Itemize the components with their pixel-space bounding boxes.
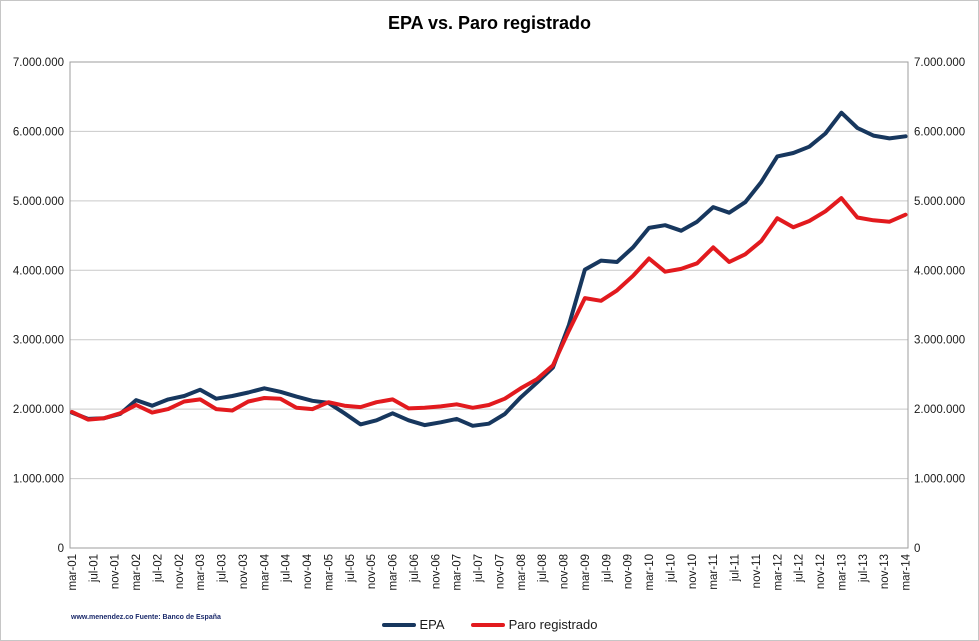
y-axis-label-right: 3.000.000	[914, 335, 965, 347]
source-note: www.menendez.co Fuente: Banco de España	[71, 614, 221, 621]
legend-item-epa: EPA	[381, 617, 445, 632]
chart-title: EPA vs. Paro registrado	[387, 13, 592, 33]
x-axis-label: mar-05	[323, 554, 335, 590]
x-axis-label: nov-07	[494, 554, 506, 589]
x-axis-label: jul-02	[152, 554, 164, 583]
x-axis-label: mar-07	[452, 554, 464, 590]
x-axis-label: nov-11	[751, 554, 763, 588]
x-axis-label: mar-02	[131, 554, 143, 590]
y-axis-label-left: 1.000.000	[13, 474, 64, 486]
x-axis-label: nov-08	[559, 554, 571, 589]
x-axis-label: mar-13	[836, 554, 848, 590]
x-axis-label: jul-11	[730, 554, 742, 582]
paro-line-swatch-icon	[470, 622, 505, 627]
y-axis-label-right: 1.000.000	[914, 474, 965, 486]
y-axis-label-right: 0	[914, 543, 920, 555]
y-axis-label-left: 3.000.000	[13, 335, 64, 347]
x-axis-label: jul-09	[601, 554, 613, 583]
x-axis-label: nov-12	[815, 554, 827, 589]
x-axis-label: jul-05	[345, 554, 357, 583]
series-line-paro	[70, 196, 908, 422]
x-axis-label: jul-06	[409, 554, 421, 583]
x-axis-label: mar-01	[67, 554, 79, 590]
x-axis-label: mar-14	[901, 553, 913, 590]
x-axis-label: nov-02	[174, 554, 186, 589]
x-axis-label: nov-10	[687, 554, 699, 589]
series-line-epa	[70, 110, 908, 428]
x-axis-label: nov-05	[366, 554, 378, 589]
legend-label-epa: EPA	[419, 617, 445, 632]
x-axis-label: nov-01	[110, 554, 122, 589]
y-axis-label-left: 0	[58, 543, 64, 555]
plot-area-border	[69, 61, 909, 549]
legend: EPA Paro registrado	[1, 617, 978, 632]
x-axis-label: mar-12	[772, 554, 784, 590]
x-axis-label: jul-08	[537, 554, 549, 583]
x-axis-label: nov-06	[430, 554, 442, 589]
y-axis-label-left: 6.000.000	[13, 126, 64, 138]
x-axis-label: jul-10	[665, 554, 677, 583]
y-axis-label-right: 2.000.000	[914, 404, 965, 416]
y-axis-label-left: 4.000.000	[13, 265, 64, 277]
y-axis-label-right: 5.000.000	[914, 196, 965, 208]
x-axis-label: mar-09	[580, 554, 592, 590]
y-axis-label-left: 2.000.000	[13, 404, 64, 416]
legend-item-paro: Paro registrado	[470, 617, 598, 632]
x-axis-label: jul-01	[88, 554, 100, 583]
y-axis-label-right: 4.000.000	[914, 265, 965, 277]
legend-label-paro: Paro registrado	[508, 617, 598, 632]
x-axis-label: mar-03	[195, 554, 207, 590]
x-axis-label: mar-08	[516, 554, 528, 590]
x-axis-label: nov-04	[302, 553, 314, 589]
x-axis-label: jul-07	[473, 554, 485, 583]
x-axis-label: jul-13	[858, 554, 870, 583]
x-axis-label: jul-12	[794, 554, 806, 583]
y-axis-label-right: 7.000.000	[914, 57, 965, 69]
x-axis-label: nov-09	[623, 554, 635, 589]
x-axis-label: nov-03	[238, 554, 250, 589]
y-axis-label-right: 6.000.000	[914, 126, 965, 138]
x-axis-label: jul-03	[217, 554, 229, 583]
x-axis-label: mar-10	[644, 554, 656, 590]
x-axis-label: mar-04	[259, 553, 271, 590]
y-axis-label-left: 7.000.000	[13, 57, 64, 69]
x-axis-label: nov-13	[879, 554, 891, 589]
x-axis-label: mar-06	[388, 554, 400, 590]
y-axis-label-left: 5.000.000	[13, 196, 64, 208]
x-axis-label: jul-04	[281, 553, 293, 583]
epa-line-swatch-icon	[381, 622, 416, 627]
x-axis-label: mar-11	[708, 554, 720, 590]
